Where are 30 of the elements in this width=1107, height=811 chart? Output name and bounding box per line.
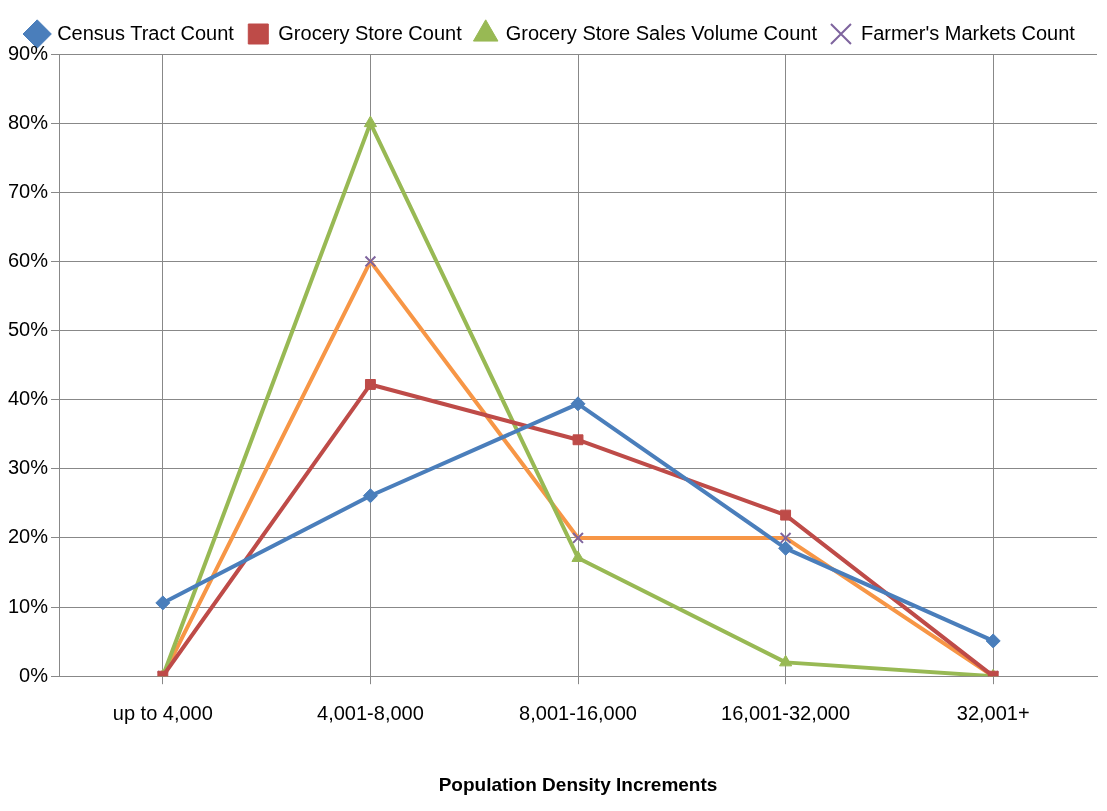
point (779, 654, 793, 667)
point (571, 550, 585, 562)
y-tick-label: 80% (8, 110, 49, 133)
legend-label: Grocery Store Sales Volume Count (505, 21, 818, 44)
point (572, 434, 584, 446)
y-tick-label: 50% (8, 318, 49, 341)
y-tick-label: 30% (8, 456, 49, 479)
point (155, 595, 171, 611)
x-axis-title: Population Density Increments (438, 773, 718, 795)
x-tick-label: 8,001-16,000 (519, 701, 637, 724)
y-tick-label: 70% (8, 179, 49, 202)
point (362, 488, 378, 504)
point (778, 540, 794, 556)
x-tick-label: 4,001-8,000 (317, 701, 424, 724)
legend-label: Grocery Store Count (278, 21, 463, 44)
point (985, 633, 1001, 649)
y-tick-label: 10% (8, 594, 49, 617)
x-tick-label: up to 4,000 (112, 701, 213, 724)
y-tick-label: 40% (8, 387, 49, 410)
x-tick-label: 16,001-32,000 (721, 701, 851, 724)
legend-label: Census Tract Count (57, 21, 235, 44)
point (364, 379, 376, 390)
y-tick-label: 60% (8, 248, 49, 271)
y-tick-label: 0% (19, 663, 49, 686)
point (570, 396, 586, 412)
y-tick-label: 90% (8, 41, 49, 64)
y-tick-label: 20% (8, 525, 49, 548)
point (780, 509, 792, 521)
x-tick-label: 32,001+ (956, 701, 1030, 724)
legend-label: Farmer's Markets Count (860, 21, 1076, 44)
